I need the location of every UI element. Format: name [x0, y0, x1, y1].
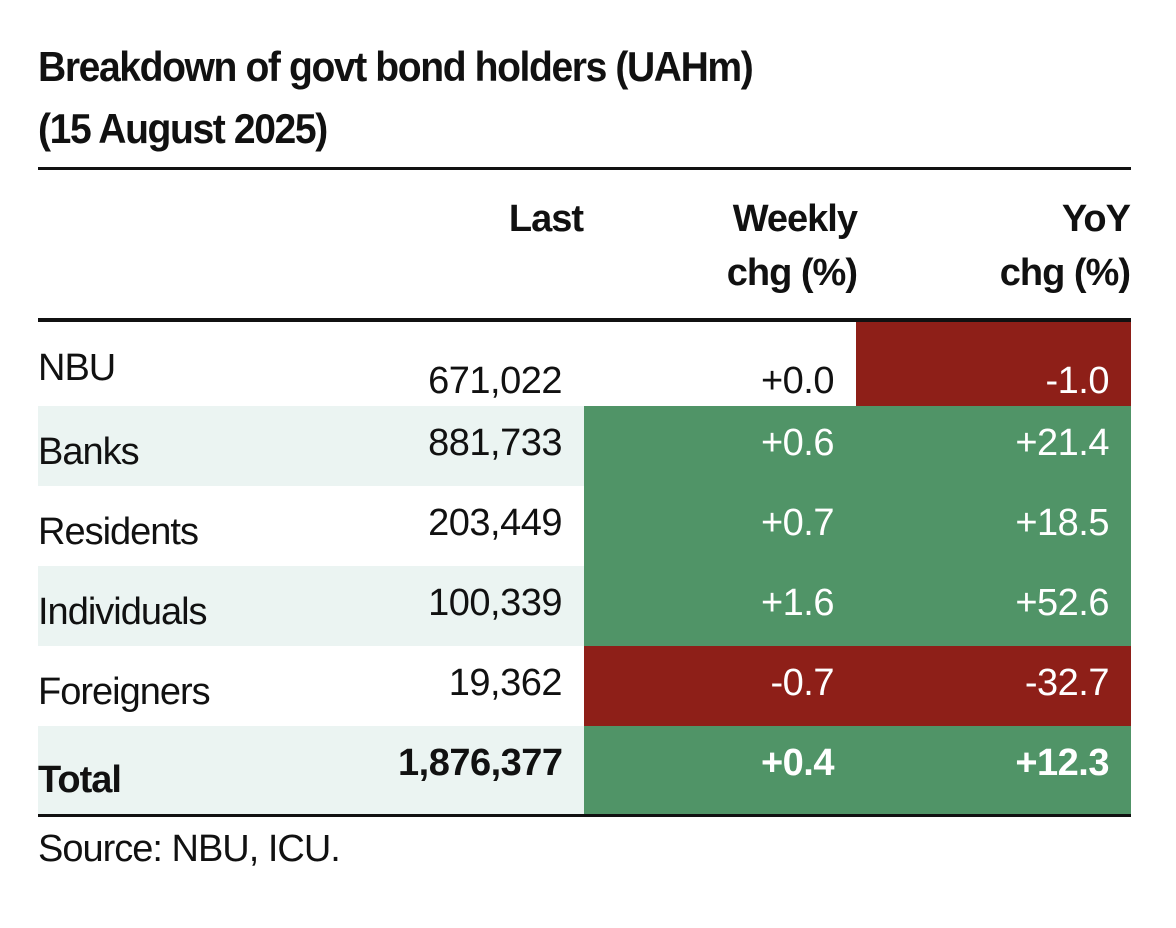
cell-weekly: +0.6 [584, 406, 856, 486]
cell-yoy-value: +12.3 [1015, 742, 1109, 784]
cell-yoy: +21.4 [856, 406, 1131, 486]
cell-last: 100,339 [428, 582, 562, 624]
title-line-2: (15 August 2025) [38, 105, 328, 152]
row-label: Residents [38, 511, 199, 553]
cell-last: 1,876,377 [398, 742, 563, 784]
cell-yoy-value: +21.4 [1015, 422, 1109, 464]
cell-weekly-value: +0.4 [760, 742, 835, 784]
table-row-total: Total 1,876,377 +0.4 +12.3 [38, 726, 1131, 814]
cell-weekly-value: +0.0 [760, 360, 835, 402]
cell-yoy-value: -32.7 [1024, 662, 1110, 704]
row-label: Individuals [38, 591, 208, 633]
cell-weekly: +1.6 [584, 566, 856, 646]
header-yoy-line-2: chg (%) [999, 252, 1131, 294]
header-last-label: Last [508, 198, 584, 240]
table-row-foreigners: Foreigners 19,362 -0.7 -32.7 [38, 646, 1131, 726]
row-label: Total [38, 759, 122, 801]
table-title: Breakdown of govt bond holders (UAHm) (1… [38, 36, 754, 160]
cell-weekly-value: +0.7 [760, 502, 835, 544]
header-yoy-chg: YoY chg (%) [900, 192, 1131, 300]
source-note: Source: NBU, ICU. [38, 828, 341, 870]
cell-yoy: -1.0 [856, 322, 1131, 406]
cell-yoy: +52.6 [856, 566, 1131, 646]
top-rule [38, 167, 1131, 170]
cell-weekly: +0.7 [584, 486, 856, 566]
cell-weekly-value: -0.7 [770, 662, 835, 704]
row-label: NBU [38, 347, 116, 389]
cell-last: 671,022 [428, 360, 562, 402]
cell-yoy-value: +18.5 [1015, 502, 1109, 544]
header-last: Last [400, 192, 584, 246]
header-weekly-line-1: Weekly [732, 198, 858, 240]
table-row-banks: Banks 881,733 +0.6 +21.4 [38, 406, 1131, 486]
table-row-nbu: NBU 671,022 +0.0 -1.0 [38, 322, 1131, 406]
table-row-individuals: Individuals 100,339 +1.6 +52.6 [38, 566, 1131, 646]
cell-last: 203,449 [428, 502, 562, 544]
header-weekly-line-2: chg (%) [726, 252, 858, 294]
bottom-rule [38, 814, 1131, 817]
cell-yoy: -32.7 [856, 646, 1131, 726]
cell-weekly-value: +1.6 [760, 582, 835, 624]
header-yoy-line-1: YoY [1061, 198, 1131, 240]
row-label: Foreigners [38, 671, 211, 713]
row-label: Banks [38, 431, 140, 473]
cell-weekly: -0.7 [584, 646, 856, 726]
cell-weekly: +0.4 [584, 726, 856, 814]
cell-yoy-value: +52.6 [1015, 582, 1109, 624]
title-line-1: Breakdown of govt bond holders (UAHm) [38, 43, 754, 90]
header-rule [38, 318, 1131, 322]
cell-last: 19,362 [448, 662, 563, 704]
table-row-residents: Residents 203,449 +0.7 +18.5 [38, 486, 1131, 566]
cell-weekly-value: +0.6 [760, 422, 835, 464]
header-weekly-chg: Weekly chg (%) [640, 192, 858, 300]
cell-yoy: +18.5 [856, 486, 1131, 566]
cell-yoy: +12.3 [856, 726, 1131, 814]
cell-last: 881,733 [428, 422, 562, 464]
cell-weekly: +0.0 [584, 322, 856, 402]
cell-yoy-value: -1.0 [1045, 360, 1110, 402]
